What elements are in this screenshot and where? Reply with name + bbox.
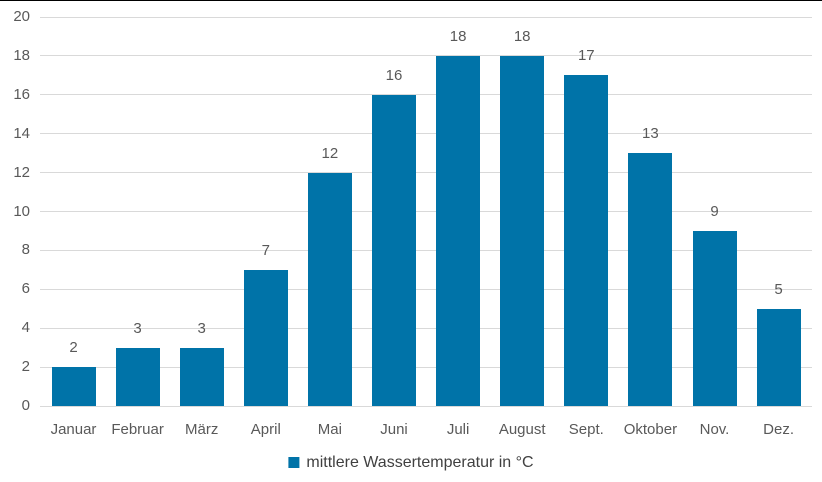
gridline (40, 288, 812, 290)
bar-value-label: 16 (385, 66, 403, 84)
bar-Sept. (564, 75, 609, 406)
bar-value-label: 5 (774, 280, 783, 298)
x-axis-label: August (498, 421, 546, 438)
bar-value-label: 17 (577, 47, 595, 65)
legend-swatch (288, 457, 300, 468)
gridline (40, 16, 812, 18)
gridline (40, 172, 812, 174)
bar-August (500, 55, 545, 406)
bar-value-label: 18 (513, 27, 531, 45)
bar-value-label: 18 (449, 27, 467, 45)
y-axis-tick-label: 14 (13, 124, 30, 142)
gridline (40, 366, 812, 368)
bar-Juli (436, 55, 481, 406)
x-axis-label: Januar (50, 421, 97, 438)
y-axis-tick-label: 0 (21, 397, 30, 414)
bar-value-label: 2 (69, 339, 78, 357)
gridline (40, 211, 812, 212)
y-axis-tick-label: 8 (21, 241, 30, 259)
gridline (40, 55, 812, 57)
gridline (40, 327, 812, 329)
y-axis-tick-label: 20 (13, 8, 30, 25)
bar-value-label: 7 (261, 241, 270, 259)
x-axis-label: Sept. (568, 421, 604, 438)
bar-Juni (372, 94, 416, 406)
x-axis-label: März (185, 421, 219, 438)
bar-value-label: 12 (321, 144, 339, 162)
bar-März (179, 347, 224, 406)
y-axis-tick-label: 10 (13, 202, 30, 220)
gridline (40, 249, 812, 251)
bar-Mai (307, 172, 352, 406)
y-axis-tick-label: 12 (13, 163, 30, 181)
x-axis-label: Nov. (699, 421, 730, 438)
gridline (40, 133, 812, 135)
x-axis-label: Juli (446, 421, 470, 438)
x-axis-label: April (250, 421, 281, 438)
x-axis-label: Dez. (763, 421, 795, 438)
gridline (40, 405, 812, 407)
y-axis-tick-label: 2 (21, 358, 30, 376)
bar-value-label: 13 (642, 125, 659, 143)
bar-Oktober (628, 153, 673, 406)
gridline (40, 94, 812, 96)
legend: mittlere Wassertemperatur in °C (288, 453, 534, 472)
bar-April (243, 269, 288, 406)
x-axis-label: Mai (317, 421, 342, 438)
x-axis-label: Oktober (623, 421, 678, 438)
bar-value-label: 3 (197, 319, 206, 337)
bar-Dez. (756, 308, 801, 406)
y-axis-tick-label: 18 (13, 46, 30, 64)
x-axis-label: Februar (111, 421, 164, 438)
legend-label: mittlere Wassertemperatur in °C (306, 454, 534, 471)
bar-Januar (51, 367, 96, 406)
bar-value-label: 9 (710, 202, 719, 220)
x-axis-label: Juni (380, 421, 408, 438)
bar-Nov. (692, 230, 737, 406)
bar-value-label: 3 (133, 319, 142, 337)
bar-Februar (115, 347, 160, 406)
y-axis-tick-label: 16 (13, 85, 30, 103)
y-axis-tick-label: 6 (21, 280, 30, 298)
y-axis-tick-label: 4 (21, 319, 30, 337)
